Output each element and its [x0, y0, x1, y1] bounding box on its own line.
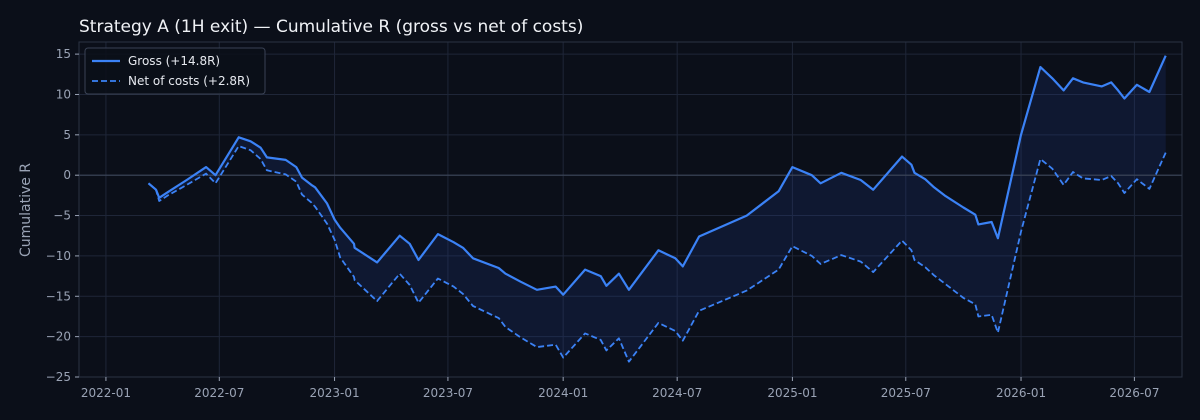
plot-area: [79, 42, 1182, 378]
gross-net-gap-fill: [148, 55, 1166, 362]
x-tick-label: 2022-01: [81, 386, 131, 400]
y-tick-label: 5: [63, 128, 71, 142]
x-tick-label: 2022-07: [194, 386, 244, 400]
y-tick-label: −10: [46, 249, 71, 263]
y-tick-label: 10: [56, 87, 71, 101]
x-tick-label: 2026-07: [1109, 386, 1159, 400]
legend-box: [84, 47, 266, 95]
y-tick-label: −25: [46, 370, 71, 384]
y-tick-label: 15: [56, 47, 71, 61]
x-tick-label: 2023-01: [309, 386, 359, 400]
plot-background: [79, 42, 1182, 377]
axes: −25 −20 −15 −10 −5 0 5 10 15 2022-01 2022-07 2023-0…: [46, 41, 1183, 400]
legend-label-gross: Gross (+14.8R): [128, 54, 220, 68]
y-tick-label: 0: [63, 168, 71, 182]
y-axis-label: Cumulative R: [18, 163, 34, 257]
net-series-line: [147, 145, 1167, 363]
x-tick-label: 2025-01: [767, 386, 817, 400]
x-tick-label: 2024-01: [538, 386, 588, 400]
y-tick-label: −20: [46, 330, 71, 344]
x-tick-label: 2025-07: [881, 386, 931, 400]
y-tick-label: −15: [46, 289, 71, 303]
legend-label-net: Net of costs (+2.8R): [128, 74, 250, 88]
gross-series-line: [147, 55, 1167, 296]
plot-frame: [78, 41, 1183, 378]
x-tick-label: 2023-07: [423, 386, 473, 400]
x-tick-label: 2026-01: [996, 386, 1046, 400]
chart-title: Strategy A (1H exit) — Cumulative R (gro…: [79, 17, 583, 37]
legend: Gross (+14.8R) Net of costs (+2.8R): [84, 47, 266, 95]
x-tick-label: 2024-07: [652, 386, 702, 400]
y-tick-label: −5: [53, 209, 71, 223]
